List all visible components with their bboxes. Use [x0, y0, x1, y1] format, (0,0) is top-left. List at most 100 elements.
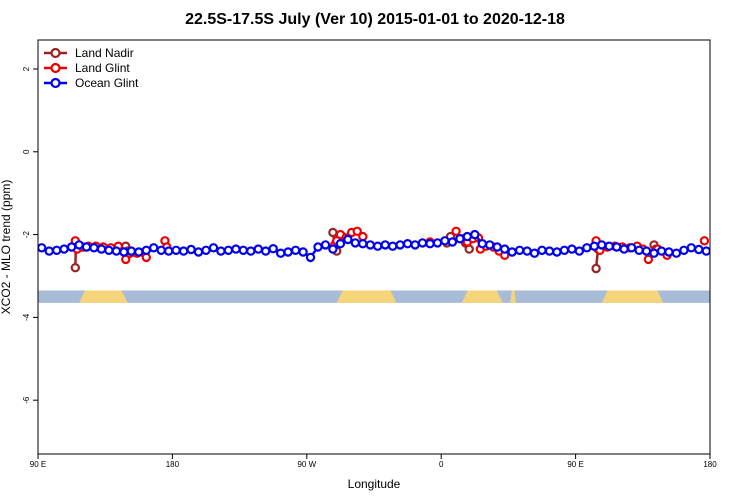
data-point [699, 236, 710, 246]
data-point [320, 240, 331, 250]
x-tick-label: 90 W [297, 460, 316, 469]
data-point [186, 244, 196, 255]
data-point [358, 238, 368, 249]
land-region [601, 290, 664, 303]
y-axis: 2 0 -2 -4 -6 [22, 66, 38, 404]
legend-item-land-nadir: Land Nadir [44, 46, 134, 60]
data-point [514, 245, 525, 255]
data-point [462, 231, 472, 242]
data-point [335, 238, 346, 249]
x-tick-label: 90 E [567, 460, 583, 469]
data-point [641, 246, 652, 256]
data-point [268, 243, 278, 254]
data-point [120, 254, 131, 265]
data-point [305, 252, 316, 263]
data-point [432, 238, 443, 248]
data-point [417, 238, 428, 248]
data-point [597, 240, 607, 250]
data-point [664, 247, 674, 257]
land-region [461, 290, 503, 303]
data-point [388, 241, 398, 251]
data-point [507, 247, 517, 257]
legend-label: Ocean Glint [75, 76, 139, 90]
chart-title: 22.5S-17.5S July (Ver 10) 2015-01-01 to … [185, 11, 565, 28]
data-point [477, 238, 487, 249]
x-axis-label: Longitude [348, 477, 401, 491]
data-point [141, 245, 151, 255]
data-point [126, 246, 137, 256]
data-point [253, 244, 263, 254]
y-axis-label: XCO2 - MLO trend (ppm) [0, 180, 13, 315]
data-point [492, 242, 502, 252]
data-point [619, 244, 629, 254]
data-point [52, 245, 62, 255]
data-point [134, 247, 144, 257]
data-point [634, 245, 644, 255]
data-point [522, 246, 532, 256]
data-point [66, 242, 77, 252]
data-point [694, 244, 704, 255]
data-point [604, 241, 614, 251]
data-point [246, 246, 256, 256]
y-tick-label: -2 [22, 230, 31, 238]
x-tick-label: 180 [703, 460, 717, 469]
data-point [231, 244, 241, 254]
legend-item-land-glint: Land Glint [44, 61, 130, 75]
legend-marker [50, 77, 61, 89]
data-point [686, 243, 697, 253]
legend-item-ocean-glint: Ocean Glint [44, 76, 139, 90]
data-point [261, 246, 271, 256]
data-point [552, 247, 562, 257]
data-point [96, 244, 107, 254]
data-point [104, 245, 114, 255]
data-point [223, 245, 234, 255]
data-point [343, 234, 353, 245]
data-point [559, 245, 570, 255]
data-point [500, 244, 510, 254]
land-region [510, 290, 516, 303]
data-point [626, 243, 637, 253]
legend-label: Land Glint [75, 61, 130, 75]
data-point [328, 227, 338, 238]
land-region [79, 290, 128, 303]
land-region [336, 290, 397, 303]
data-point [679, 245, 689, 255]
data-point [380, 240, 390, 250]
data-point [70, 263, 81, 273]
data-point [328, 244, 338, 254]
data-point [589, 241, 600, 251]
data-point [544, 246, 555, 256]
data-point [178, 246, 189, 256]
data-point [373, 241, 383, 251]
data-point [402, 238, 413, 249]
data-point [440, 236, 450, 246]
data-point [163, 246, 174, 256]
data-point [425, 238, 435, 249]
data-point [451, 226, 461, 236]
data-point [671, 248, 682, 258]
data-point [111, 246, 122, 256]
data-point [470, 229, 480, 240]
x-axis: 90 E 180 90 W 0 90 E 180 [30, 454, 717, 469]
data-point [81, 242, 92, 252]
data-point [193, 247, 204, 257]
data-point [365, 240, 375, 250]
data-point [643, 254, 654, 265]
legend-label: Land Nadir [75, 46, 134, 60]
data-point [455, 233, 465, 244]
y-tick-label: 2 [22, 66, 31, 71]
x-tick-label: 0 [439, 460, 444, 469]
legend-marker [50, 47, 61, 59]
data-point [74, 240, 84, 250]
x-tick-label: 180 [166, 460, 180, 469]
data-point [276, 248, 286, 258]
data-point [119, 247, 129, 257]
data-point [582, 243, 592, 253]
data-point [238, 245, 248, 255]
data-point [38, 243, 47, 253]
data-point [89, 243, 99, 253]
data-point [529, 248, 540, 258]
data-point [350, 238, 360, 248]
y-tick-label: 0 [22, 149, 31, 154]
